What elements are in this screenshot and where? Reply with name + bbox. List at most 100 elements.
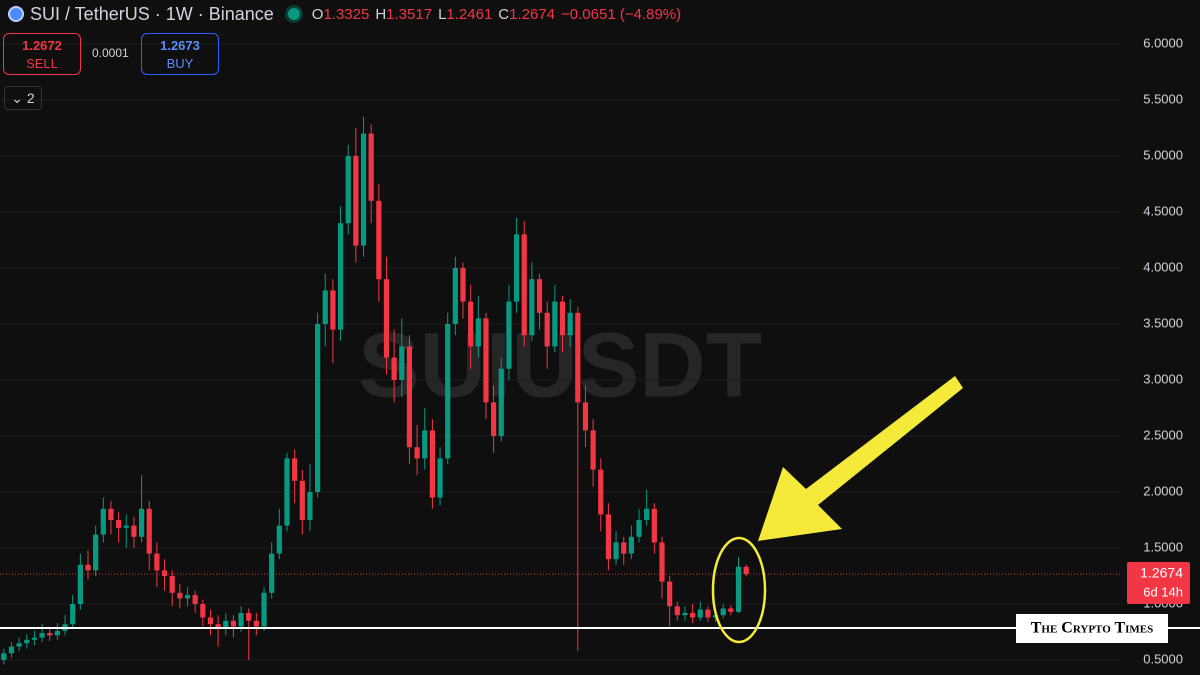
candle-body xyxy=(276,525,282,554)
candle-body xyxy=(506,301,512,369)
candle-body xyxy=(605,514,612,560)
y-tick-label: 5.0000 xyxy=(1143,147,1183,162)
highlight-ellipse xyxy=(711,536,767,644)
ohlc-value: 1.3325 xyxy=(323,5,370,23)
candle-body xyxy=(24,639,30,644)
candle-body xyxy=(223,620,229,629)
price-tag xyxy=(1127,562,1190,605)
candle-body xyxy=(422,430,428,459)
candle-body xyxy=(590,430,596,470)
ohlc-value: 1.3517 xyxy=(386,5,433,23)
change: −0.0651 (−4.89%) xyxy=(561,5,682,23)
ohlc-label: H xyxy=(375,5,387,23)
y-tick-label: 5.5000 xyxy=(1143,91,1183,106)
candle-body xyxy=(429,430,435,498)
indicator-count: 2 xyxy=(26,90,35,106)
candle-body xyxy=(284,458,290,526)
candle-body xyxy=(437,458,443,498)
y-tick-label: 2.5000 xyxy=(1143,427,1183,442)
price-tag-countdown: 6d 14h xyxy=(1143,584,1183,599)
candle-body xyxy=(720,608,726,616)
candle-body xyxy=(16,643,22,647)
candle-body xyxy=(192,595,198,604)
candle-body xyxy=(391,357,397,381)
candle-body xyxy=(445,324,451,459)
candle-body xyxy=(406,346,413,448)
y-tick-label: 6.0000 xyxy=(1143,35,1183,50)
candle-body xyxy=(705,609,711,618)
candle-body xyxy=(667,581,673,607)
candle-body xyxy=(582,402,589,431)
candle-body xyxy=(184,595,191,599)
candle-body xyxy=(529,279,535,336)
y-tick-label: 4.0000 xyxy=(1143,259,1183,274)
candle-body xyxy=(322,290,328,325)
y-tick-label: 3.5000 xyxy=(1143,315,1183,330)
highlight-arrow xyxy=(758,376,963,541)
candle-body xyxy=(238,612,244,627)
candle-body xyxy=(131,525,137,537)
candle-body xyxy=(728,608,734,612)
y-tick-label: 3.0000 xyxy=(1143,371,1183,386)
candle-body xyxy=(337,223,344,330)
candle-body xyxy=(376,200,382,280)
candle-body xyxy=(307,491,313,520)
candle-body xyxy=(544,312,550,347)
candle-body xyxy=(360,133,367,246)
candle-body xyxy=(621,542,627,554)
candle-body xyxy=(169,575,175,593)
candle-body xyxy=(215,624,221,629)
candle-body xyxy=(77,564,83,604)
candle-body xyxy=(261,592,267,627)
candle-body xyxy=(651,508,657,543)
candle-body xyxy=(200,603,206,618)
candle-body xyxy=(644,508,650,520)
buy-label: BUY xyxy=(166,56,194,71)
candle-body xyxy=(116,519,122,528)
sell-price: 1.2672 xyxy=(22,38,62,53)
candle-body xyxy=(330,290,336,330)
candle-body xyxy=(230,620,237,627)
ohlc-value: 1.2674 xyxy=(509,5,556,23)
candle-body xyxy=(8,646,15,654)
candle-body xyxy=(613,542,619,560)
candle-body xyxy=(161,570,168,576)
ohlc-open: O1.3325 xyxy=(312,6,370,23)
candle-body xyxy=(207,617,214,625)
candle-body xyxy=(690,612,696,618)
candle-body xyxy=(682,612,688,616)
credit: The Crypto Times xyxy=(1031,620,1154,637)
candle-body xyxy=(39,633,45,638)
candle-body xyxy=(399,346,405,381)
candle-body xyxy=(253,620,259,627)
candle-body xyxy=(146,508,152,554)
candle-body xyxy=(47,633,53,636)
candle-body xyxy=(575,312,581,403)
candle-body xyxy=(368,133,374,201)
candle-body xyxy=(491,402,497,437)
y-tick-label: 0.5000 xyxy=(1143,651,1183,666)
candle-body xyxy=(100,508,106,535)
candle-body xyxy=(383,279,390,358)
buy-button[interactable]: 1.2673 BUY xyxy=(141,33,219,75)
indicators-toggle[interactable]: ⌄ 2 xyxy=(4,86,42,110)
candle-body xyxy=(31,637,38,640)
candle-body xyxy=(123,525,129,528)
header: SUI / TetherUS · 1W · Binance O1.3325 H1… xyxy=(8,4,687,24)
sell-label: SELL xyxy=(26,56,58,71)
candle-body xyxy=(269,553,275,593)
candle-body xyxy=(54,630,60,636)
candle-body xyxy=(1,653,7,660)
symbol[interactable]: SUI / TetherUS · 1W · Binance xyxy=(30,3,274,24)
candle-body xyxy=(735,566,742,612)
candle-body xyxy=(353,156,359,246)
candle-body xyxy=(659,542,665,582)
candle-body xyxy=(292,458,298,481)
sell-button[interactable]: 1.2672 SELL xyxy=(3,33,81,75)
candle-body xyxy=(636,519,642,537)
ohlc-label: L xyxy=(438,5,447,23)
candle-body xyxy=(154,553,160,571)
candle-body xyxy=(536,279,543,313)
